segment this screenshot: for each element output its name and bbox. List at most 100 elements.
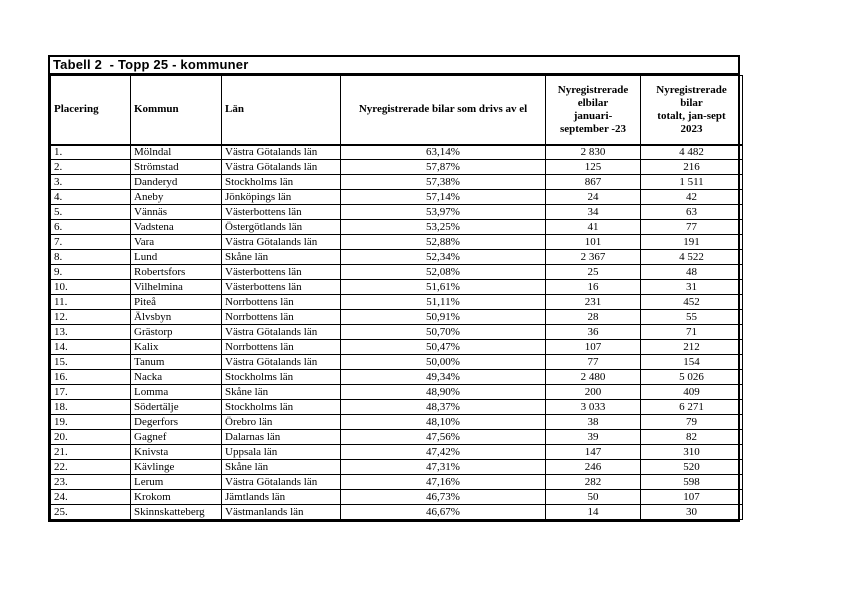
col-header-lan: Län bbox=[221, 75, 341, 146]
cell-elbilar-count: 282 bbox=[545, 474, 641, 490]
cell-total-count: 63 bbox=[640, 204, 743, 220]
cell-total-count: 71 bbox=[640, 324, 743, 340]
table-row: 5. Vännäs Västerbottens län 53,97% 34 63 bbox=[50, 204, 743, 220]
cell-placering: 15. bbox=[50, 354, 131, 370]
cell-placering: 2. bbox=[50, 159, 131, 175]
col-header-elbilar: Nyregistrerade elbilar januari- septembe… bbox=[545, 75, 641, 146]
table-body: 1. Mölndal Västra Götalands län 63,14% 2 830… bbox=[50, 144, 743, 520]
col-header-totalt: Nyregistrerade bilar totalt, jan-sept 20… bbox=[640, 75, 743, 146]
col-header-placering: Placering bbox=[50, 75, 131, 146]
cell-kommun: Vadstena bbox=[130, 219, 222, 235]
cell-lan: Västra Götalands län bbox=[221, 159, 341, 175]
cell-lan: Stockholms län bbox=[221, 369, 341, 385]
cell-kommun: Vilhelmina bbox=[130, 279, 222, 295]
cell-kommun: Knivsta bbox=[130, 444, 222, 460]
cell-lan: Västerbottens län bbox=[221, 264, 341, 280]
cell-total-count: 4 522 bbox=[640, 249, 743, 265]
cell-percent-el: 57,87% bbox=[340, 159, 546, 175]
cell-percent-el: 47,56% bbox=[340, 429, 546, 445]
cell-elbilar-count: 2 480 bbox=[545, 369, 641, 385]
cell-kommun: Krokom bbox=[130, 489, 222, 505]
cell-lan: Skåne län bbox=[221, 459, 341, 475]
cell-lan: Uppsala län bbox=[221, 444, 341, 460]
cell-kommun: Danderyd bbox=[130, 174, 222, 190]
cell-kommun: Robertsfors bbox=[130, 264, 222, 280]
cell-placering: 5. bbox=[50, 204, 131, 220]
table-row: 8. Lund Skåne län 52,34% 2 367 4 522 bbox=[50, 249, 743, 265]
cell-elbilar-count: 38 bbox=[545, 414, 641, 430]
cell-placering: 13. bbox=[50, 324, 131, 340]
cell-total-count: 42 bbox=[640, 189, 743, 205]
cell-total-count: 77 bbox=[640, 219, 743, 235]
cell-percent-el: 50,47% bbox=[340, 339, 546, 355]
cell-kommun: Vara bbox=[130, 234, 222, 250]
cell-kommun: Lund bbox=[130, 249, 222, 265]
cell-elbilar-count: 231 bbox=[545, 294, 641, 310]
cell-total-count: 4 482 bbox=[640, 144, 743, 160]
cell-percent-el: 52,34% bbox=[340, 249, 546, 265]
table-row: 6. Vadstena Östergötlands län 53,25% 41 77 bbox=[50, 219, 743, 235]
cell-total-count: 154 bbox=[640, 354, 743, 370]
cell-lan: Norrbottens län bbox=[221, 294, 341, 310]
cell-percent-el: 51,11% bbox=[340, 294, 546, 310]
table-row: 24. Krokom Jämtlands län 46,73% 50 107 bbox=[50, 489, 743, 505]
cell-lan: Dalarnas län bbox=[221, 429, 341, 445]
cell-placering: 11. bbox=[50, 294, 131, 310]
table-row: 22. Kävlinge Skåne län 47,31% 246 520 bbox=[50, 459, 743, 475]
table-row: 19. Degerfors Örebro län 48,10% 38 79 bbox=[50, 414, 743, 430]
table-row: 20. Gagnef Dalarnas län 47,56% 39 82 bbox=[50, 429, 743, 445]
table-title: Tabell 2 - Topp 25 - kommuner bbox=[50, 57, 738, 75]
cell-elbilar-count: 16 bbox=[545, 279, 641, 295]
cell-placering: 22. bbox=[50, 459, 131, 475]
cell-percent-el: 47,31% bbox=[340, 459, 546, 475]
cell-percent-el: 48,37% bbox=[340, 399, 546, 415]
table-row: 17. Lomma Skåne län 48,90% 200 409 bbox=[50, 384, 743, 400]
cell-elbilar-count: 36 bbox=[545, 324, 641, 340]
cell-elbilar-count: 867 bbox=[545, 174, 641, 190]
cell-kommun: Tanum bbox=[130, 354, 222, 370]
cell-placering: 14. bbox=[50, 339, 131, 355]
cell-kommun: Älvsbyn bbox=[130, 309, 222, 325]
cell-elbilar-count: 147 bbox=[545, 444, 641, 460]
cell-elbilar-count: 50 bbox=[545, 489, 641, 505]
cell-placering: 8. bbox=[50, 249, 131, 265]
cell-percent-el: 48,10% bbox=[340, 414, 546, 430]
table-row: 10. Vilhelmina Västerbottens län 51,61% 16 31 bbox=[50, 279, 743, 295]
table-header-row: Placering Kommun Län Nyregistrerade bila… bbox=[50, 75, 743, 146]
table-row: 9. Robertsfors Västerbottens län 52,08% 25 48 bbox=[50, 264, 743, 280]
cell-percent-el: 48,90% bbox=[340, 384, 546, 400]
table-row: 11. Piteå Norrbottens län 51,11% 231 452 bbox=[50, 294, 743, 310]
cell-lan: Västerbottens län bbox=[221, 279, 341, 295]
cell-percent-el: 51,61% bbox=[340, 279, 546, 295]
cell-elbilar-count: 14 bbox=[545, 504, 641, 520]
cell-total-count: 1 511 bbox=[640, 174, 743, 190]
cell-percent-el: 50,91% bbox=[340, 309, 546, 325]
cell-lan: Västmanlands län bbox=[221, 504, 341, 520]
cell-total-count: 48 bbox=[640, 264, 743, 280]
cell-percent-el: 46,73% bbox=[340, 489, 546, 505]
cell-lan: Västra Götalands län bbox=[221, 324, 341, 340]
cell-elbilar-count: 3 033 bbox=[545, 399, 641, 415]
cell-placering: 25. bbox=[50, 504, 131, 520]
cell-elbilar-count: 101 bbox=[545, 234, 641, 250]
cell-total-count: 452 bbox=[640, 294, 743, 310]
cell-elbilar-count: 107 bbox=[545, 339, 641, 355]
cell-elbilar-count: 2 830 bbox=[545, 144, 641, 160]
top25-table-frame: Tabell 2 - Topp 25 - kommuner Placering … bbox=[48, 55, 743, 522]
table-row: 3. Danderyd Stockholms län 57,38% 867 1 511 bbox=[50, 174, 743, 190]
cell-elbilar-count: 125 bbox=[545, 159, 641, 175]
table-row: 16. Nacka Stockholms län 49,34% 2 480 5 026 bbox=[50, 369, 743, 385]
cell-kommun: Södertälje bbox=[130, 399, 222, 415]
cell-percent-el: 57,14% bbox=[340, 189, 546, 205]
cell-percent-el: 52,08% bbox=[340, 264, 546, 280]
cell-total-count: 31 bbox=[640, 279, 743, 295]
cell-elbilar-count: 200 bbox=[545, 384, 641, 400]
cell-percent-el: 63,14% bbox=[340, 144, 546, 160]
cell-kommun: Piteå bbox=[130, 294, 222, 310]
cell-lan: Västra Götalands län bbox=[221, 234, 341, 250]
cell-total-count: 212 bbox=[640, 339, 743, 355]
cell-kommun: Vännäs bbox=[130, 204, 222, 220]
cell-total-count: 6 271 bbox=[640, 399, 743, 415]
cell-lan: Västra Götalands län bbox=[221, 144, 341, 160]
cell-lan: Östergötlands län bbox=[221, 219, 341, 235]
